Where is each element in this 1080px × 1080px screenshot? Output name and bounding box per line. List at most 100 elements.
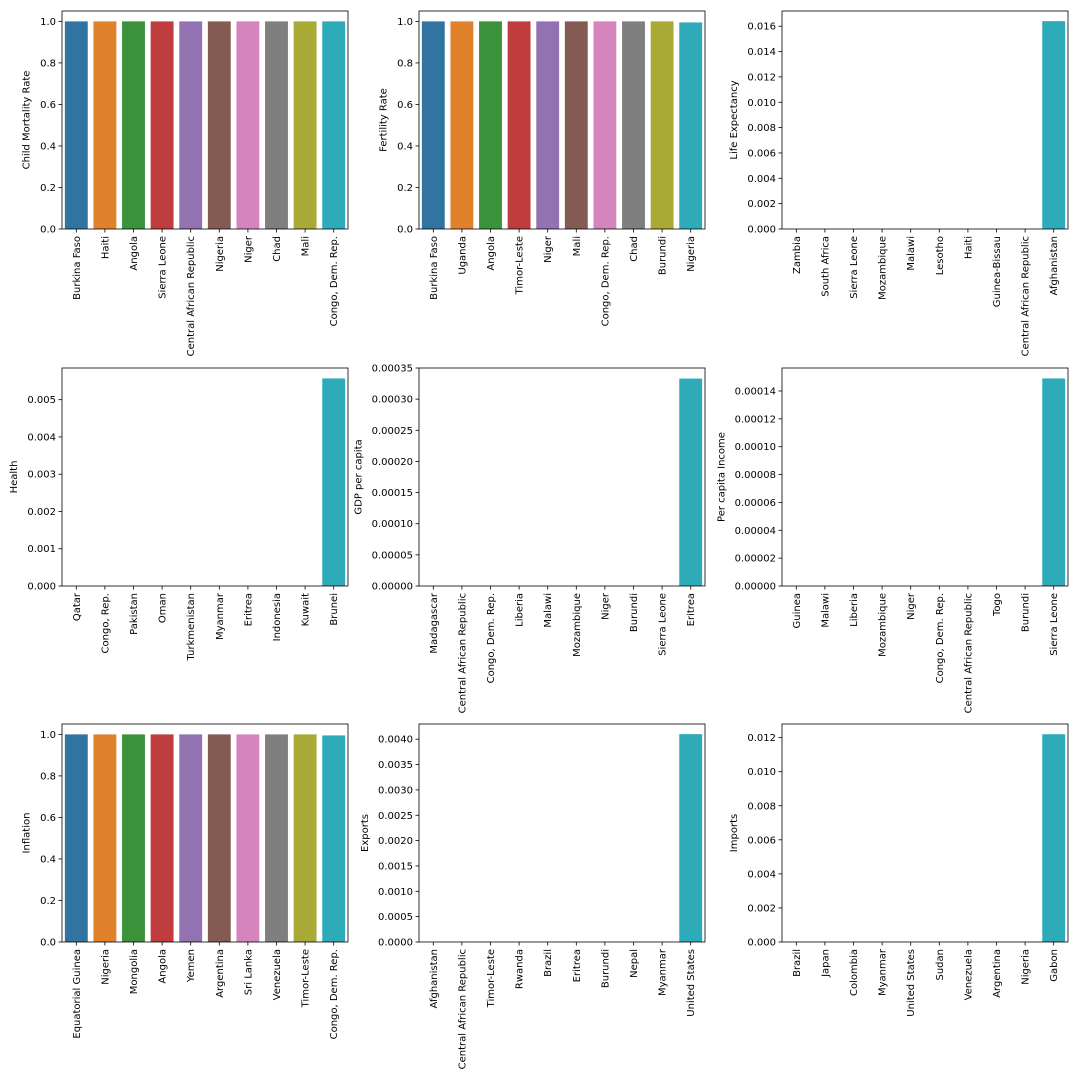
bar	[650, 21, 674, 229]
bar	[679, 734, 703, 942]
y-axis-label: Exports	[360, 814, 371, 852]
x-tick-label: Eritrea	[572, 949, 583, 982]
y-tick-label: 0.00000	[372, 582, 413, 593]
x-tick-label: Myanmar	[878, 948, 889, 996]
y-tick-label: 0.004	[747, 869, 776, 880]
y-tick-label: 0.0005	[378, 912, 413, 923]
x-tick-label: Madagascar	[429, 592, 440, 654]
y-tick-label: 0.4	[40, 854, 56, 865]
plot-frame	[418, 723, 706, 943]
x-tick-label: Brazil	[543, 949, 554, 977]
y-tick-label: 0.6	[40, 100, 56, 111]
x-tick-label: Angola	[486, 236, 497, 271]
y-tick-label: 0.2	[397, 183, 413, 194]
x-tick-label: Timor-Leste	[486, 949, 497, 1008]
bar	[421, 21, 445, 229]
x-tick-label: Burundi	[629, 593, 640, 632]
bar	[293, 734, 317, 942]
x-tick-label: Nigeria	[215, 236, 226, 272]
y-tick-label: 0.4	[397, 141, 413, 152]
y-tick-label: 0.00014	[735, 386, 776, 397]
y-tick-label: 0.8	[40, 58, 56, 69]
y-tick-label: 0.0015	[378, 861, 413, 872]
bar	[150, 734, 174, 942]
x-tick-label: Haiti	[963, 236, 974, 259]
bar	[1042, 378, 1066, 586]
y-tick-label: 0.000	[747, 938, 776, 949]
y-tick-label: 0.003	[27, 470, 56, 481]
plot-frame	[781, 10, 1069, 230]
y-tick-label: 1.0	[40, 17, 56, 28]
x-tick-label: Haiti	[100, 236, 111, 259]
x-tick-label: Indonesia	[272, 593, 283, 641]
y-tick-label: 0.2	[40, 183, 56, 194]
y-tick-label: 0.00012	[735, 414, 776, 425]
bar	[536, 21, 560, 229]
y-tick-label: 0.008	[747, 801, 776, 812]
x-tick-label: Mozambique	[572, 593, 583, 657]
x-tick-label: Venezuela	[272, 949, 283, 1000]
y-tick-label: 0.010	[747, 98, 776, 109]
y-tick-label: 0.00002	[735, 554, 776, 565]
x-tick-label: Brunei	[329, 593, 340, 626]
x-tick-label: Niger	[906, 592, 917, 620]
y-tick-label: 0.004	[747, 174, 776, 185]
y-tick-label: 0.0000	[378, 938, 413, 949]
bar	[150, 21, 174, 229]
y-axis-label: Life Expectancy	[729, 80, 740, 159]
y-tick-label: 0.008	[747, 123, 776, 134]
x-tick-label: Sri Lanka	[243, 949, 254, 995]
y-tick-label: 0.010	[747, 767, 776, 778]
y-tick-label: 0.012	[747, 733, 776, 744]
x-tick-label: Angola	[129, 236, 140, 271]
bar	[293, 21, 317, 229]
bar	[322, 378, 346, 586]
y-tick-label: 0.6	[397, 100, 413, 111]
bar	[564, 21, 588, 229]
x-tick-label: United States	[906, 949, 917, 1017]
y-tick-label: 0.012	[747, 72, 776, 83]
x-tick-label: Central African Republic	[1021, 236, 1032, 356]
bar	[93, 21, 117, 229]
y-tick-label: 0.016	[747, 22, 776, 33]
subplot-6: 0.00000 0.00002 0.00004 0.00006 0.00008 0.000…	[717, 367, 1069, 713]
x-tick-label: Congo, Dem. Rep.	[329, 236, 340, 326]
x-tick-label: Sierra Leone	[1049, 593, 1060, 656]
plot-frame	[61, 367, 349, 587]
x-tick-label: Malawi	[906, 236, 917, 271]
x-tick-label: Argentina	[215, 949, 226, 998]
x-tick-label: Colombia	[849, 949, 860, 996]
x-tick-label: Nepal	[629, 949, 640, 978]
y-tick-label: 0.002	[27, 507, 56, 518]
y-tick-label: 0.000	[27, 582, 56, 593]
y-axis-label: Imports	[729, 814, 740, 852]
x-tick-label: Guinea	[792, 593, 803, 628]
x-tick-label: Mali	[572, 236, 583, 256]
x-tick-label: Zambia	[792, 236, 803, 274]
bar	[93, 734, 117, 942]
x-tick-label: Pakistan	[129, 593, 140, 635]
x-tick-label: Sierra Leone	[658, 593, 669, 656]
x-tick-label: Central African Republic	[963, 593, 974, 713]
y-tick-label: 0.00025	[372, 426, 413, 437]
x-tick-label: Gabon	[1049, 949, 1060, 982]
y-axis-label: Inflation	[21, 813, 32, 854]
x-tick-label: Sierra Leone	[849, 236, 860, 299]
y-tick-label: 0.0040	[378, 735, 413, 746]
bar	[679, 378, 703, 586]
y-tick-label: 0.4	[40, 141, 56, 152]
x-tick-label: Yemen	[186, 949, 197, 983]
x-tick-label: Eritrea	[686, 593, 697, 626]
y-tick-label: 0.0	[40, 938, 56, 949]
x-tick-label: Mozambique	[878, 236, 889, 300]
bar	[622, 21, 645, 229]
x-tick-label: Afghanistan	[429, 949, 440, 1009]
y-tick-label: 0.6	[40, 813, 56, 824]
x-tick-label: Eritrea	[243, 593, 254, 626]
x-tick-label: Timor-Leste	[301, 949, 312, 1008]
x-tick-label: United States	[686, 949, 697, 1017]
x-tick-label: Mali	[301, 236, 312, 256]
y-tick-label: 0.00010	[735, 442, 776, 453]
x-tick-label: Central African Republic	[457, 593, 468, 713]
x-tick-label: Malawi	[543, 593, 554, 628]
